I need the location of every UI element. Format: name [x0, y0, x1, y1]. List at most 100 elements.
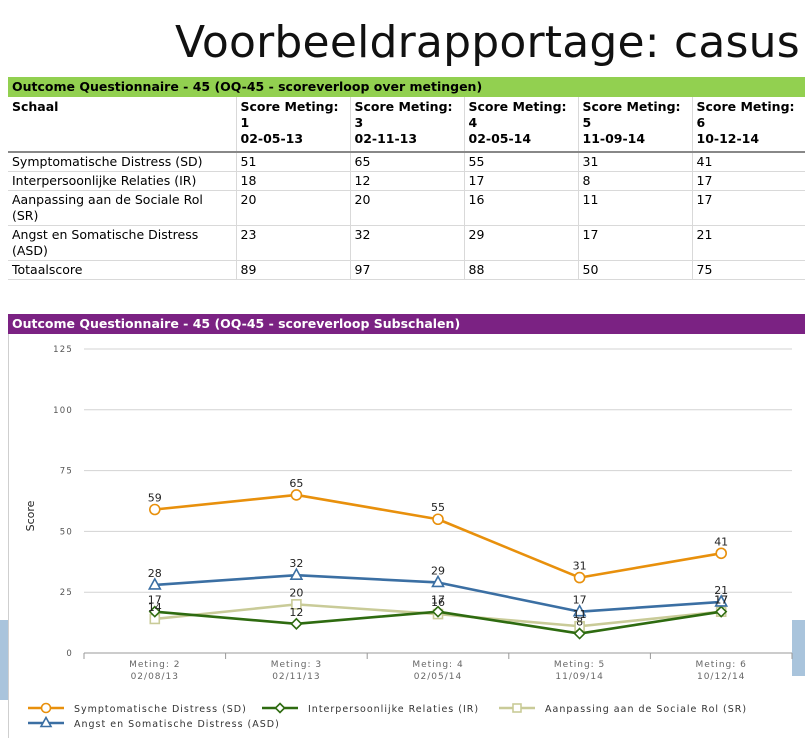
data-point-diamond	[148, 605, 161, 618]
data-label: 17	[573, 594, 587, 607]
table-header-row: Schaal Score Meting: 1 02-05-13 Score Meting…	[8, 97, 805, 153]
data-point-square	[291, 599, 302, 610]
data-label: 29	[431, 564, 445, 577]
data-label: 31	[573, 560, 587, 573]
column-header-line: 02-05-14	[468, 131, 532, 146]
table-head: Schaal Score Meting: 1 02-05-13 Score Meting…	[8, 97, 805, 153]
data-point-diamond	[290, 617, 303, 630]
data-label: 12	[289, 606, 303, 619]
table-cell: 23	[235, 225, 350, 261]
data-label: 11	[573, 608, 587, 621]
x-tick-sublabel: 02/11/13	[272, 672, 320, 682]
data-label: 28	[148, 567, 162, 580]
data-label: 8	[576, 616, 583, 629]
data-point-diamond	[573, 627, 586, 640]
table-cell: 55	[463, 152, 578, 172]
table-cell: 16	[463, 190, 578, 226]
x-tick-label: Meting: 2	[129, 660, 180, 670]
table-row: Aanpassing aan de Sociale Rol (SR) 20 20 16…	[8, 190, 805, 226]
table-cell: 8	[577, 171, 692, 191]
data-label: 55	[431, 501, 445, 514]
x-tick-label: Meting: 5	[554, 660, 605, 670]
data-label: 17	[714, 594, 728, 607]
table-cell: 18	[235, 171, 350, 191]
data-point-circle	[432, 513, 444, 526]
x-tick-sublabel: 02/08/13	[131, 672, 179, 682]
table-row: Angst en Somatische Distress (ASD) 23 32 29…	[8, 225, 805, 261]
column-header-line: 6	[696, 115, 706, 130]
column-header-line: Score Meting:	[240, 99, 339, 114]
column-header-meting-3: Score Meting: 4 02-05-14	[463, 97, 578, 153]
series-layer	[147, 489, 729, 640]
data-point-diamond	[715, 605, 728, 618]
column-header-meting-1: Score Meting: 1 02-05-13	[235, 97, 350, 153]
y-axis-label: Score	[24, 500, 37, 531]
data-point-diamond	[431, 605, 445, 618]
table-cell: 88	[463, 260, 578, 280]
data-point-triangle	[39, 715, 53, 728]
data-point-triangle	[147, 577, 162, 590]
y-tick-label: 75	[60, 467, 73, 477]
column-header-meting-2: Score Meting: 3 02-11-13	[349, 97, 464, 153]
table-cell: 31	[577, 152, 692, 172]
legend-label: Angst en Somatische Distress (ASD)	[74, 719, 280, 730]
x-tick-sublabel: 02/05/14	[414, 672, 462, 682]
axis-layer: 0 25 50 75 100 125 Meting: 2 02/08/13 Meting: 3 0…	[24, 345, 793, 682]
table-cell: 11	[577, 190, 692, 226]
table-body: Symptomatische Distress (SD) 51 65 55 31 41 In…	[8, 152, 805, 280]
slide-title: Voorbeeldrapportage: casus	[175, 17, 800, 68]
x-tick-label: Meting: 6	[696, 660, 747, 670]
table-section-header: Outcome Questionnaire - 45 (OQ-45 - scor…	[8, 77, 805, 97]
column-header-line: 1	[240, 115, 250, 130]
column-header-line: 4	[468, 115, 478, 130]
series-1	[149, 489, 728, 584]
data-point-circle	[290, 489, 303, 501]
table-cell: 17	[463, 171, 578, 191]
table-cell: 21	[691, 225, 805, 261]
column-header-line: Score Meting:	[582, 99, 681, 114]
column-header-line: Score Meting:	[468, 99, 567, 114]
series-2	[148, 605, 728, 640]
data-label: 16	[431, 596, 445, 609]
row-label: Aanpassing aan de Sociale Rol (SR)	[8, 190, 236, 226]
grid-layer	[84, 348, 792, 593]
row-label: Totaalscore	[8, 260, 236, 280]
table-cell: 17	[691, 190, 805, 226]
data-point-circle	[149, 503, 161, 516]
data-label: 17	[431, 594, 445, 607]
table-cell: 20	[235, 190, 350, 226]
data-point-triangle	[289, 567, 304, 580]
data-label: 21	[714, 584, 728, 597]
score-table: Schaal Score Meting: 1 02-05-13 Score Meting…	[8, 97, 805, 280]
data-point-circle	[715, 547, 728, 560]
decorative-bar-left	[0, 620, 8, 700]
table-cell: 75	[691, 260, 805, 280]
table-cell: 17	[691, 171, 805, 191]
x-tick-sublabel: 10/12/14	[697, 672, 745, 682]
data-label: 32	[289, 557, 303, 570]
data-point-triangle	[431, 574, 445, 588]
series-4	[147, 567, 729, 617]
y-tick-label: 100	[53, 406, 73, 416]
data-point-circle	[40, 702, 52, 714]
column-header-schaal: Schaal	[8, 97, 236, 153]
table-row: Totaalscore 89 97 88 50 75	[8, 260, 805, 280]
column-header-line: 5	[582, 115, 592, 130]
x-tick-label: Meting: 4	[412, 660, 463, 670]
column-header-line: 02-05-13	[240, 131, 304, 146]
data-point-triangle	[714, 594, 729, 607]
table-cell: 89	[235, 260, 350, 280]
legend: Symptomatische Distress (SD) Interpersoon…	[28, 702, 747, 730]
legend-label: Aanpassing aan de Sociale Rol (SR)	[545, 704, 747, 715]
table-cell: 12	[349, 171, 464, 191]
legend-label: Symptomatische Distress (SD)	[74, 704, 247, 715]
table-row: Interpersoonlijke Relaties (IR) 18 12 17 8 17	[8, 171, 805, 191]
table-cell: 51	[235, 152, 350, 172]
table-cell: 20	[349, 190, 464, 226]
y-tick-label: 50	[60, 527, 73, 537]
table-cell: 65	[349, 152, 464, 172]
data-label: 65	[289, 477, 303, 490]
chart-panel	[8, 334, 805, 738]
data-point-diamond	[274, 702, 286, 714]
